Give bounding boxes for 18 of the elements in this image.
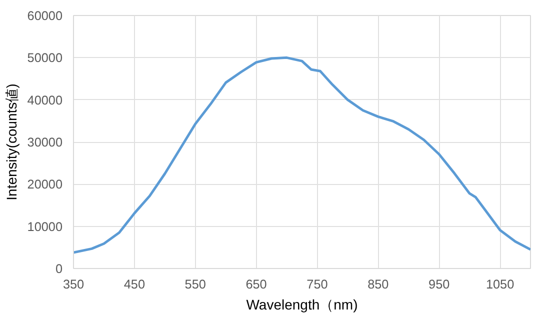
x-tick-label: 1050 xyxy=(486,278,514,292)
y-axis-title: Intensity(counts値) xyxy=(3,84,20,200)
x-tick-label: 750 xyxy=(306,278,328,292)
line-series xyxy=(74,56,530,254)
y-tick-label: 40000 xyxy=(27,93,63,108)
x-tick-label: 450 xyxy=(124,278,145,292)
x-tick-label: 550 xyxy=(184,278,206,292)
x-tick-label: 650 xyxy=(246,278,267,292)
y-tick-label: 20000 xyxy=(27,178,63,192)
y-tick-label: 50000 xyxy=(27,51,63,66)
y-tick-label: 0 xyxy=(55,262,63,276)
x-tick-label: 350 xyxy=(62,278,84,292)
y-tick-label: 10000 xyxy=(27,220,63,234)
x-axis-title: Wavelength（nm) xyxy=(246,296,358,312)
x-tick-label: 950 xyxy=(428,278,450,292)
y-tick-label: 30000 xyxy=(27,136,63,150)
y-tick-label: 60000 xyxy=(27,9,63,23)
x-tick-label: 850 xyxy=(368,278,389,292)
